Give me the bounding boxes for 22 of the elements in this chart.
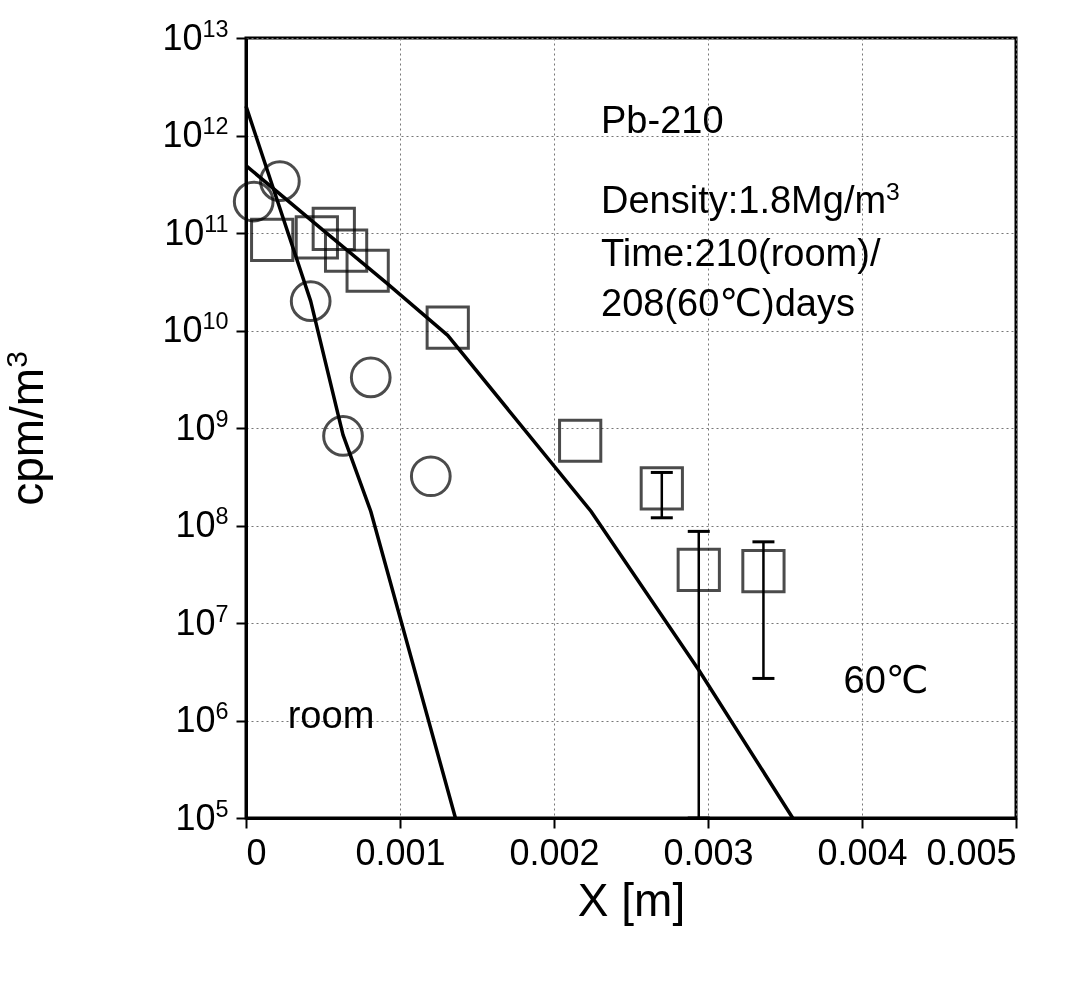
x-tick-label: 0 (246, 831, 267, 873)
annotation: room (287, 694, 375, 736)
x-tick-label: 0.003 (663, 831, 754, 873)
y-tick-label: 10$^{12}$ (162, 113, 229, 155)
annotation: Time:210(room)/ (601, 232, 881, 274)
y-tick-label: 10$^{13}$ (162, 15, 229, 58)
x-tick-label: 0.001 (355, 831, 446, 873)
x-tick-label: 0.005 (926, 831, 1017, 873)
annotation: Density:1.8Mg/m$^{3}$ (601, 177, 900, 221)
y-tick-label: 10$^{6}$ (175, 698, 229, 740)
y-tick-label: 10$^{8}$ (175, 503, 229, 545)
annotation: 208(60℃)days (601, 282, 855, 324)
y-tick-label: 10$^{5}$ (175, 795, 229, 838)
y-tick-label: 10$^{10}$ (162, 308, 229, 350)
annotation: Pb-210 (601, 99, 724, 141)
y-tick-label: 10$^{9}$ (175, 405, 229, 448)
y-tick-label: 10$^{11}$ (164, 210, 229, 253)
x-tick-label: 0.004 (817, 831, 908, 873)
x-axis-title: X [m] (577, 873, 686, 926)
y-tick-label: 10$^{7}$ (175, 600, 229, 643)
x-tick-label: 0.002 (509, 831, 600, 873)
annotation: 60℃ (843, 659, 929, 701)
